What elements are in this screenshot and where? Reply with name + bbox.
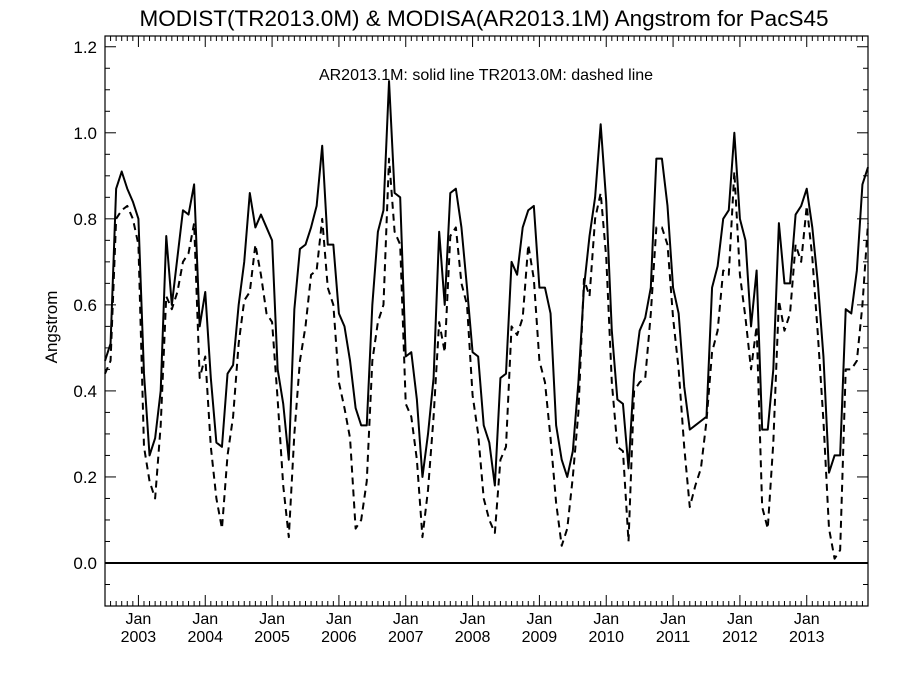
x-tick-year-label: 2005 <box>254 629 290 646</box>
solid-series-line <box>104 80 869 487</box>
x-tick-year-label: 2009 <box>522 629 558 646</box>
y-tick-label: 0.2 <box>73 468 97 487</box>
plot-frame <box>104 35 869 607</box>
x-tick-year-label: 2004 <box>187 629 223 646</box>
x-tick-month-label: Jan <box>393 611 419 628</box>
x-tick-year-label: 2008 <box>455 629 491 646</box>
x-tick-year-label: 2010 <box>588 629 624 646</box>
x-tick-month-label: Jan <box>259 611 285 628</box>
y-tick-label: 1.0 <box>73 124 97 143</box>
x-tick-month-label: Jan <box>593 611 619 628</box>
y-axis-label: Angstrom <box>42 291 61 364</box>
x-tick-year-label: 2013 <box>789 629 825 646</box>
y-tick-label: 1.2 <box>73 38 97 57</box>
y-tick-label: 0.8 <box>73 210 97 229</box>
y-tick-label: 0.4 <box>73 382 97 401</box>
series-lines <box>104 80 869 560</box>
x-tick-year-label: 2011 <box>656 629 691 646</box>
chart-title: MODIST(TR2013.0M) & MODISA(AR2013.1M) An… <box>140 6 829 31</box>
x-tick-month-label: Jan <box>460 611 486 628</box>
x-tick-year-label: 2007 <box>388 629 424 646</box>
x-tick-month-label: Jan <box>326 611 352 628</box>
x-tick-year-label: 2012 <box>722 629 758 646</box>
x-tick-year-label: 2003 <box>121 629 157 646</box>
x-tick-month-label: Jan <box>527 611 553 628</box>
y-tick-label: 0.0 <box>73 554 97 573</box>
axis-ticks <box>104 36 869 607</box>
tick-labels: 0.00.20.40.60.81.01.2Jan2003Jan2004Jan20… <box>73 38 824 646</box>
x-tick-month-label: Jan <box>660 611 686 628</box>
x-tick-year-label: 2006 <box>321 629 357 646</box>
x-tick-month-label: Jan <box>727 611 753 628</box>
x-tick-month-label: Jan <box>794 611 820 628</box>
y-tick-label: 0.6 <box>73 296 97 315</box>
x-tick-month-label: Jan <box>126 611 152 628</box>
series-annotation: AR2013.1M: solid line TR2013.0M: dashed … <box>319 67 653 84</box>
x-tick-month-label: Jan <box>192 611 218 628</box>
dashed-series-line <box>104 157 869 560</box>
